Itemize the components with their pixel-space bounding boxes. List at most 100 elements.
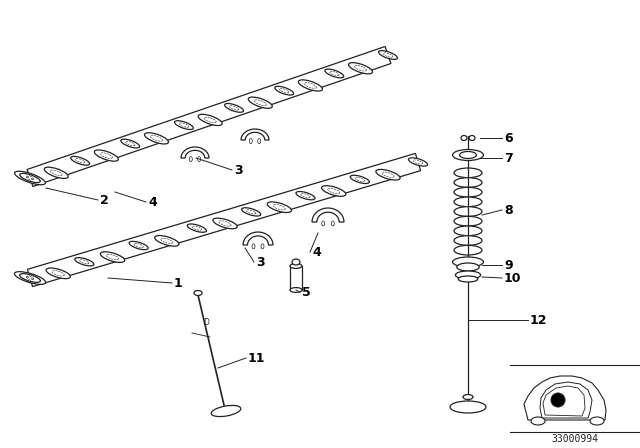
Ellipse shape xyxy=(321,185,346,196)
Ellipse shape xyxy=(242,208,260,216)
Ellipse shape xyxy=(325,69,344,78)
Ellipse shape xyxy=(198,157,201,162)
Ellipse shape xyxy=(145,133,168,144)
Ellipse shape xyxy=(454,236,482,246)
Ellipse shape xyxy=(20,173,40,183)
Ellipse shape xyxy=(458,276,478,282)
Polygon shape xyxy=(543,386,585,416)
Ellipse shape xyxy=(298,80,323,91)
Ellipse shape xyxy=(225,103,243,112)
Ellipse shape xyxy=(44,167,68,178)
Text: 10: 10 xyxy=(504,271,522,284)
Ellipse shape xyxy=(26,176,28,178)
Ellipse shape xyxy=(30,275,31,276)
Ellipse shape xyxy=(100,252,125,263)
Ellipse shape xyxy=(454,168,482,178)
Ellipse shape xyxy=(20,274,40,282)
Ellipse shape xyxy=(296,191,315,200)
Ellipse shape xyxy=(20,274,40,282)
Ellipse shape xyxy=(75,258,94,266)
Ellipse shape xyxy=(15,271,45,284)
Ellipse shape xyxy=(454,226,482,236)
Ellipse shape xyxy=(46,268,70,279)
Text: 8: 8 xyxy=(504,203,513,216)
Text: 2: 2 xyxy=(100,194,109,207)
Ellipse shape xyxy=(332,221,334,226)
Polygon shape xyxy=(181,147,209,158)
Circle shape xyxy=(551,393,565,407)
Ellipse shape xyxy=(30,175,32,177)
Ellipse shape xyxy=(28,180,30,181)
Ellipse shape xyxy=(26,276,28,278)
Ellipse shape xyxy=(175,121,193,129)
Text: 3: 3 xyxy=(256,255,264,268)
Polygon shape xyxy=(312,208,344,222)
Ellipse shape xyxy=(454,246,482,255)
Polygon shape xyxy=(524,376,606,420)
Ellipse shape xyxy=(350,175,369,184)
Text: 9: 9 xyxy=(504,258,513,271)
Ellipse shape xyxy=(248,97,272,108)
Ellipse shape xyxy=(461,135,467,141)
Text: 11: 11 xyxy=(248,352,266,365)
Ellipse shape xyxy=(379,51,397,60)
Polygon shape xyxy=(243,232,273,245)
Ellipse shape xyxy=(28,280,30,281)
Ellipse shape xyxy=(70,156,90,165)
Text: 3: 3 xyxy=(234,164,243,177)
Ellipse shape xyxy=(469,135,475,141)
Ellipse shape xyxy=(268,202,291,212)
Polygon shape xyxy=(290,266,302,290)
Ellipse shape xyxy=(463,395,473,400)
Text: 5: 5 xyxy=(302,285,311,298)
Ellipse shape xyxy=(189,157,192,162)
Ellipse shape xyxy=(454,187,482,197)
Ellipse shape xyxy=(213,218,237,229)
Ellipse shape xyxy=(454,178,482,187)
Text: 4: 4 xyxy=(148,195,157,208)
Ellipse shape xyxy=(129,241,148,250)
Text: 12: 12 xyxy=(530,314,547,327)
Ellipse shape xyxy=(94,150,118,161)
Ellipse shape xyxy=(20,174,40,182)
Text: D: D xyxy=(203,318,209,327)
Ellipse shape xyxy=(194,290,202,296)
Ellipse shape xyxy=(261,244,264,249)
Ellipse shape xyxy=(452,257,483,267)
Ellipse shape xyxy=(452,150,483,160)
Ellipse shape xyxy=(258,138,260,144)
Ellipse shape xyxy=(460,151,476,159)
Text: 33000994: 33000994 xyxy=(552,434,598,444)
Text: 6: 6 xyxy=(504,132,513,145)
Ellipse shape xyxy=(349,63,372,74)
Ellipse shape xyxy=(188,224,206,232)
Ellipse shape xyxy=(290,288,302,293)
Ellipse shape xyxy=(322,221,324,226)
Ellipse shape xyxy=(252,244,255,249)
Text: 1: 1 xyxy=(174,276,183,289)
Ellipse shape xyxy=(457,263,479,271)
Ellipse shape xyxy=(454,216,482,226)
Polygon shape xyxy=(241,129,269,140)
Ellipse shape xyxy=(211,405,241,417)
Ellipse shape xyxy=(292,259,300,265)
Ellipse shape xyxy=(531,417,545,425)
Ellipse shape xyxy=(454,197,482,207)
Ellipse shape xyxy=(290,263,302,268)
Ellipse shape xyxy=(32,278,33,280)
Text: 4: 4 xyxy=(312,246,321,258)
Ellipse shape xyxy=(408,158,428,166)
Ellipse shape xyxy=(15,171,45,185)
Polygon shape xyxy=(540,382,592,418)
Ellipse shape xyxy=(275,86,294,95)
Ellipse shape xyxy=(590,417,604,425)
Ellipse shape xyxy=(31,178,33,180)
Polygon shape xyxy=(28,153,420,287)
Ellipse shape xyxy=(198,114,222,125)
Ellipse shape xyxy=(450,401,486,413)
Ellipse shape xyxy=(454,207,482,216)
Ellipse shape xyxy=(155,236,179,246)
Text: 7: 7 xyxy=(504,151,513,164)
Ellipse shape xyxy=(121,139,140,148)
Ellipse shape xyxy=(376,169,400,180)
